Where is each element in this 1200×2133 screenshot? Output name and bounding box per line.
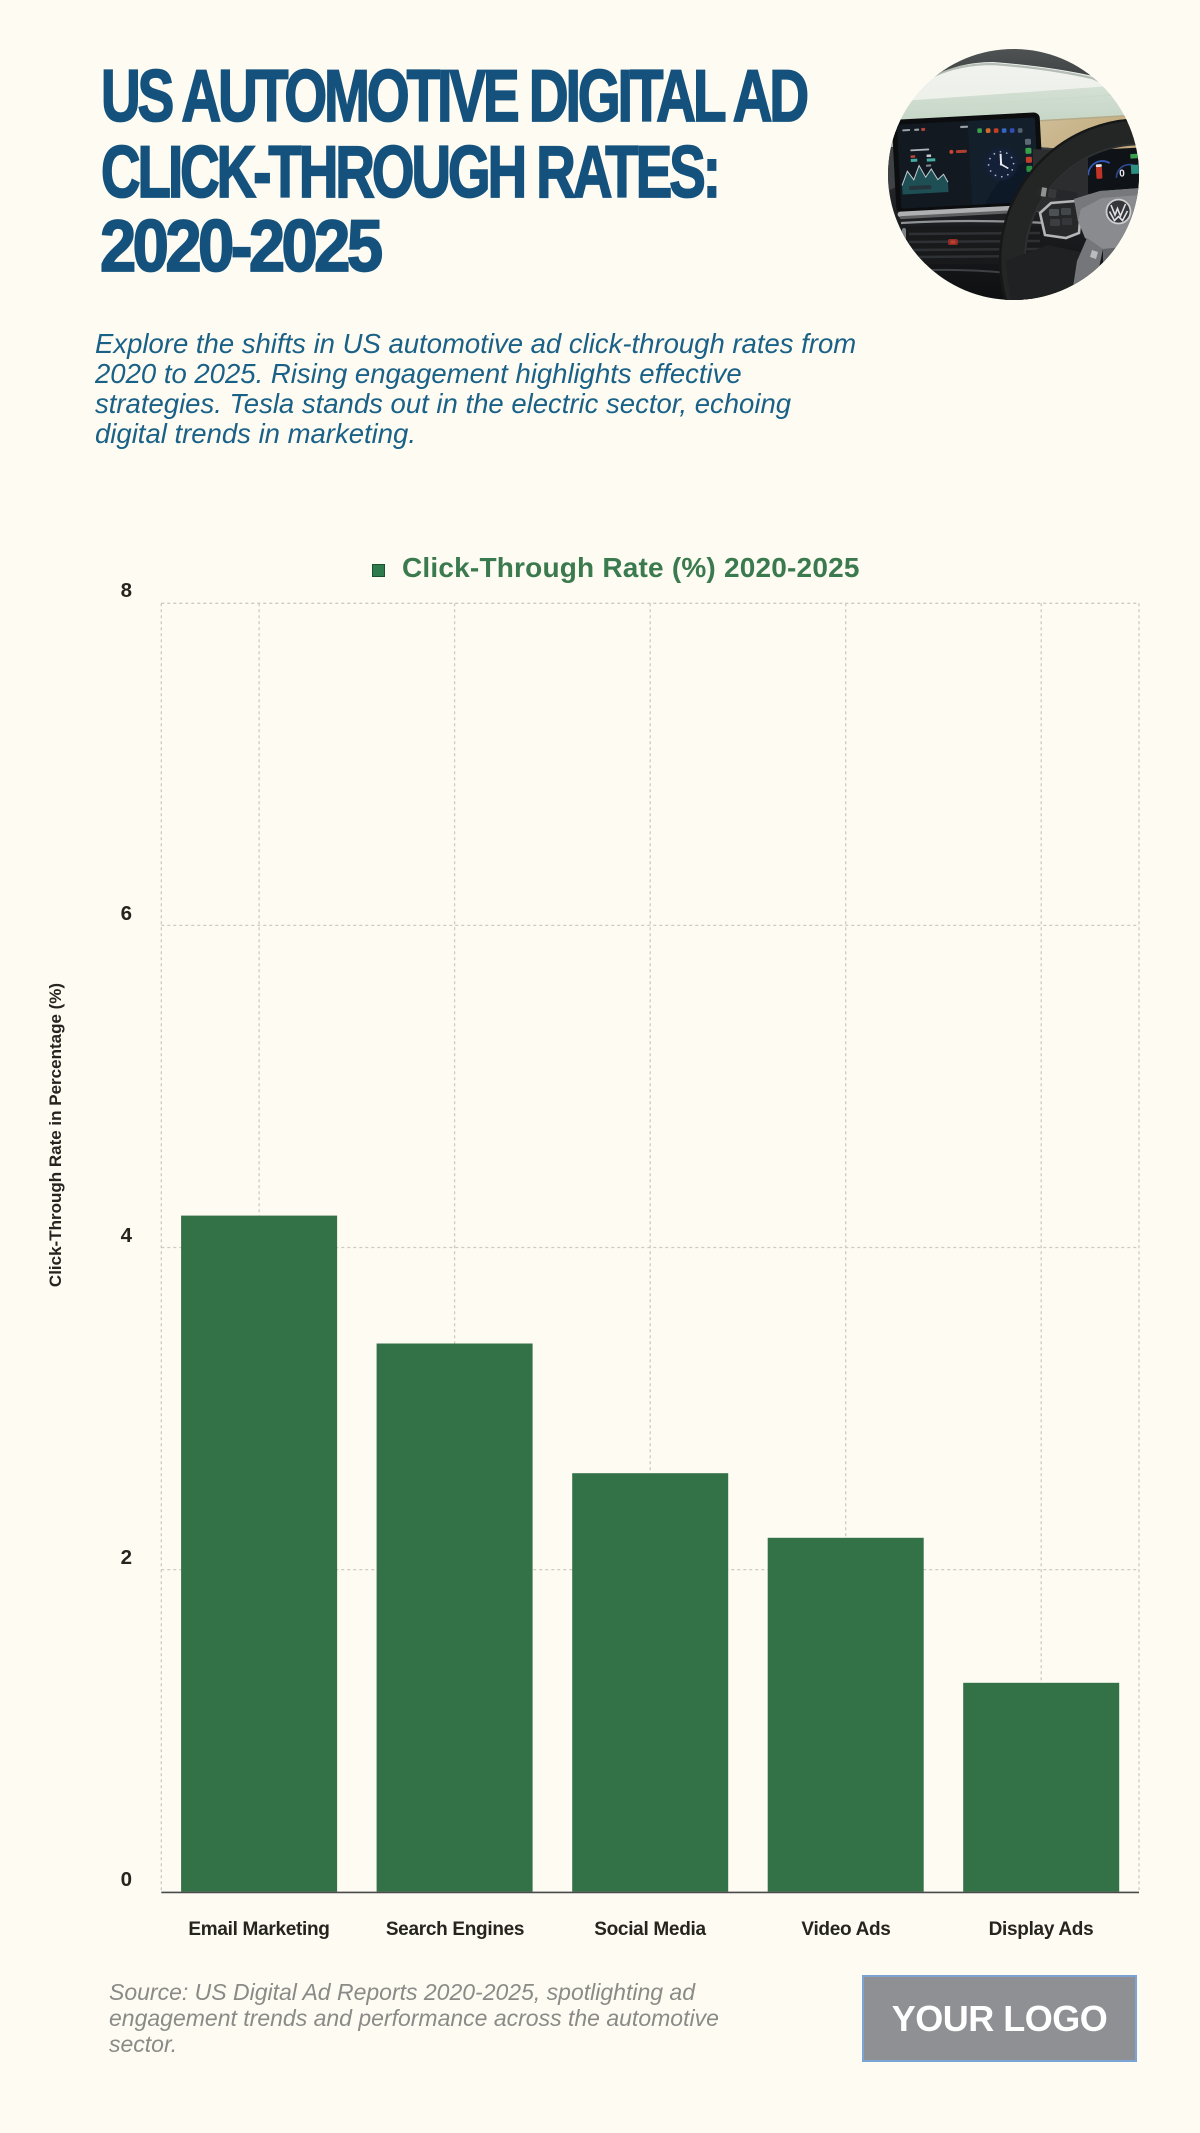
svg-text:0: 0	[1119, 168, 1126, 179]
